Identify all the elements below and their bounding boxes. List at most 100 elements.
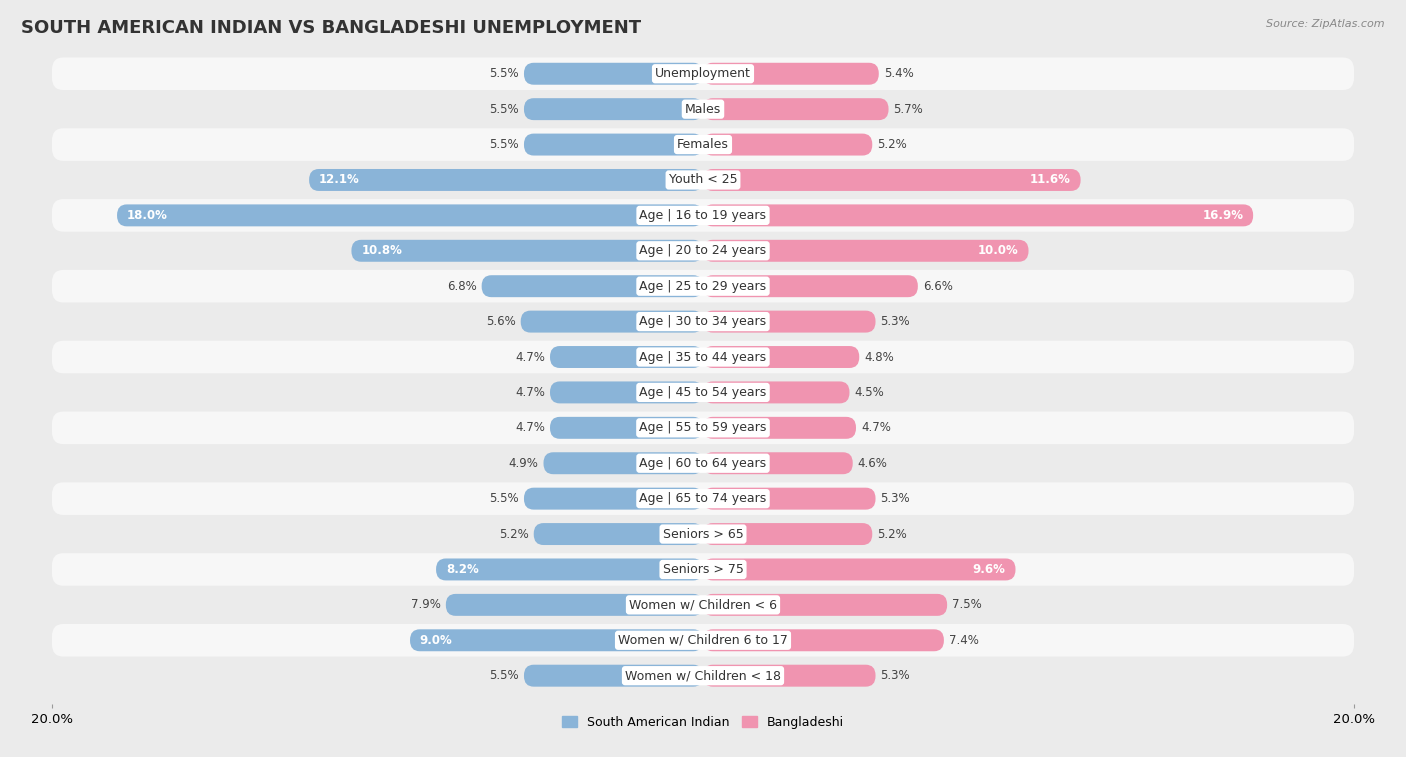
FancyBboxPatch shape: [52, 376, 1354, 409]
Text: 4.9%: 4.9%: [509, 456, 538, 470]
FancyBboxPatch shape: [52, 589, 1354, 621]
FancyBboxPatch shape: [52, 659, 1354, 692]
FancyBboxPatch shape: [703, 452, 853, 474]
FancyBboxPatch shape: [520, 310, 703, 332]
FancyBboxPatch shape: [524, 488, 703, 509]
FancyBboxPatch shape: [117, 204, 703, 226]
Text: Males: Males: [685, 103, 721, 116]
Text: 5.5%: 5.5%: [489, 669, 519, 682]
FancyBboxPatch shape: [436, 559, 703, 581]
FancyBboxPatch shape: [703, 382, 849, 403]
Text: 4.6%: 4.6%: [858, 456, 887, 470]
Legend: South American Indian, Bangladeshi: South American Indian, Bangladeshi: [557, 711, 849, 734]
Text: Age | 16 to 19 years: Age | 16 to 19 years: [640, 209, 766, 222]
FancyBboxPatch shape: [703, 346, 859, 368]
Text: 4.7%: 4.7%: [860, 422, 891, 435]
FancyBboxPatch shape: [703, 417, 856, 439]
Text: SOUTH AMERICAN INDIAN VS BANGLADESHI UNEMPLOYMENT: SOUTH AMERICAN INDIAN VS BANGLADESHI UNE…: [21, 19, 641, 37]
Text: 5.4%: 5.4%: [883, 67, 914, 80]
Text: 4.7%: 4.7%: [515, 422, 546, 435]
FancyBboxPatch shape: [52, 624, 1354, 656]
Text: Age | 30 to 34 years: Age | 30 to 34 years: [640, 315, 766, 328]
Text: Unemployment: Unemployment: [655, 67, 751, 80]
Text: Women w/ Children 6 to 17: Women w/ Children 6 to 17: [619, 634, 787, 646]
Text: Women w/ Children < 6: Women w/ Children < 6: [628, 598, 778, 612]
FancyBboxPatch shape: [52, 341, 1354, 373]
FancyBboxPatch shape: [703, 488, 876, 509]
FancyBboxPatch shape: [703, 169, 1081, 191]
FancyBboxPatch shape: [52, 553, 1354, 586]
Text: 12.1%: 12.1%: [319, 173, 360, 186]
Text: 5.7%: 5.7%: [893, 103, 924, 116]
FancyBboxPatch shape: [52, 235, 1354, 267]
FancyBboxPatch shape: [703, 98, 889, 120]
Text: 5.2%: 5.2%: [877, 528, 907, 540]
FancyBboxPatch shape: [352, 240, 703, 262]
Text: 10.8%: 10.8%: [361, 245, 402, 257]
FancyBboxPatch shape: [52, 199, 1354, 232]
Text: 5.5%: 5.5%: [489, 67, 519, 80]
Text: 16.9%: 16.9%: [1202, 209, 1243, 222]
FancyBboxPatch shape: [524, 665, 703, 687]
FancyBboxPatch shape: [703, 310, 876, 332]
FancyBboxPatch shape: [550, 417, 703, 439]
Text: 9.0%: 9.0%: [420, 634, 453, 646]
FancyBboxPatch shape: [534, 523, 703, 545]
Text: Age | 20 to 24 years: Age | 20 to 24 years: [640, 245, 766, 257]
Text: 5.3%: 5.3%: [880, 315, 910, 328]
Text: 6.8%: 6.8%: [447, 279, 477, 293]
Text: 4.7%: 4.7%: [515, 350, 546, 363]
FancyBboxPatch shape: [52, 164, 1354, 196]
FancyBboxPatch shape: [411, 629, 703, 651]
FancyBboxPatch shape: [703, 559, 1015, 581]
Text: 5.5%: 5.5%: [489, 138, 519, 151]
Text: 4.8%: 4.8%: [865, 350, 894, 363]
Text: 5.6%: 5.6%: [486, 315, 516, 328]
FancyBboxPatch shape: [52, 305, 1354, 338]
Text: Females: Females: [678, 138, 728, 151]
Text: 7.4%: 7.4%: [949, 634, 979, 646]
Text: 7.5%: 7.5%: [952, 598, 981, 612]
Text: 9.6%: 9.6%: [973, 563, 1005, 576]
Text: 5.2%: 5.2%: [877, 138, 907, 151]
Text: Age | 60 to 64 years: Age | 60 to 64 years: [640, 456, 766, 470]
Text: Seniors > 75: Seniors > 75: [662, 563, 744, 576]
Text: Source: ZipAtlas.com: Source: ZipAtlas.com: [1267, 19, 1385, 29]
FancyBboxPatch shape: [703, 133, 872, 155]
Text: Youth < 25: Youth < 25: [669, 173, 737, 186]
Text: Age | 45 to 54 years: Age | 45 to 54 years: [640, 386, 766, 399]
Text: 5.3%: 5.3%: [880, 669, 910, 682]
FancyBboxPatch shape: [550, 346, 703, 368]
Text: 6.6%: 6.6%: [922, 279, 953, 293]
Text: 10.0%: 10.0%: [979, 245, 1019, 257]
Text: 5.5%: 5.5%: [489, 492, 519, 505]
Text: Seniors > 65: Seniors > 65: [662, 528, 744, 540]
FancyBboxPatch shape: [550, 382, 703, 403]
Text: Age | 25 to 29 years: Age | 25 to 29 years: [640, 279, 766, 293]
Text: Age | 55 to 59 years: Age | 55 to 59 years: [640, 422, 766, 435]
FancyBboxPatch shape: [52, 128, 1354, 160]
FancyBboxPatch shape: [524, 98, 703, 120]
FancyBboxPatch shape: [703, 523, 872, 545]
FancyBboxPatch shape: [309, 169, 703, 191]
FancyBboxPatch shape: [703, 276, 918, 298]
FancyBboxPatch shape: [703, 594, 948, 616]
FancyBboxPatch shape: [703, 63, 879, 85]
Text: Age | 35 to 44 years: Age | 35 to 44 years: [640, 350, 766, 363]
FancyBboxPatch shape: [703, 629, 943, 651]
Text: Women w/ Children < 18: Women w/ Children < 18: [626, 669, 780, 682]
FancyBboxPatch shape: [524, 133, 703, 155]
Text: 5.3%: 5.3%: [880, 492, 910, 505]
Text: 5.2%: 5.2%: [499, 528, 529, 540]
FancyBboxPatch shape: [52, 482, 1354, 515]
Text: 18.0%: 18.0%: [127, 209, 167, 222]
FancyBboxPatch shape: [703, 204, 1253, 226]
FancyBboxPatch shape: [544, 452, 703, 474]
FancyBboxPatch shape: [52, 93, 1354, 126]
Text: 5.5%: 5.5%: [489, 103, 519, 116]
FancyBboxPatch shape: [52, 412, 1354, 444]
Text: 4.5%: 4.5%: [855, 386, 884, 399]
FancyBboxPatch shape: [446, 594, 703, 616]
Text: 4.7%: 4.7%: [515, 386, 546, 399]
Text: Age | 65 to 74 years: Age | 65 to 74 years: [640, 492, 766, 505]
